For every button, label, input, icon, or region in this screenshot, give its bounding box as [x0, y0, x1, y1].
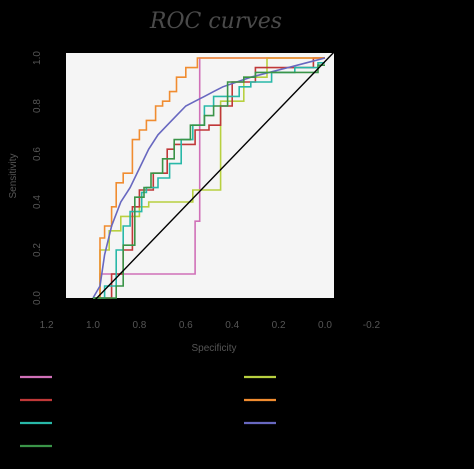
reference-line-layer — [92, 48, 338, 303]
x-tick-labels: 1.2 1.0 0.8 0.6 0.4 0.2 0.0 -0.2 — [40, 320, 381, 331]
y-tick-label: 0.4 — [32, 195, 43, 209]
y-tick-label: 1.0 — [32, 51, 43, 65]
y-tick-label: 0.8 — [32, 99, 43, 113]
x-tick-label: -0.2 — [363, 320, 381, 331]
x-tick-label: 0.2 — [272, 320, 286, 331]
y-tick-label: 0.2 — [32, 243, 43, 257]
y-tick-labels: 0.0 0.2 0.4 0.6 0.8 1.0 — [32, 51, 43, 305]
y-axis-label: Sensitivity — [8, 153, 19, 198]
x-tick-label: 1.2 — [40, 320, 54, 331]
roc-series-line — [93, 62, 325, 299]
x-tick-label: 1.0 — [86, 320, 100, 331]
x-tick-label: 0.8 — [132, 320, 146, 331]
y-tick-label: 0.6 — [32, 147, 43, 161]
chart-title: ROC curves — [149, 9, 282, 34]
x-tick-label: 0.6 — [179, 320, 193, 331]
x-tick-label: 0.4 — [225, 320, 239, 331]
roc-series-line — [93, 57, 325, 299]
x-axis-label: Specificity — [191, 343, 236, 354]
legend — [20, 375, 276, 448]
y-tick-label: 0.0 — [32, 291, 43, 305]
roc-series-line — [93, 64, 325, 299]
x-tick-label: 0.0 — [318, 320, 332, 331]
series-layer — [92, 57, 326, 299]
reference-diagonal-line — [92, 48, 338, 303]
roc-series-line — [92, 57, 326, 299]
